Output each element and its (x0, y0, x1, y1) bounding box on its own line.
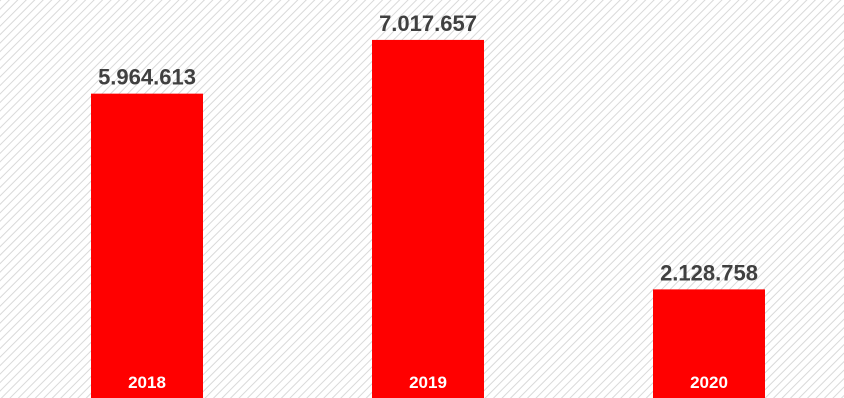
category-label-2020: 2020 (690, 373, 728, 392)
bar-2020 (653, 289, 765, 398)
value-label-2020: 2.128.758 (660, 260, 758, 285)
category-label-2019: 2019 (409, 373, 447, 392)
value-label-2019: 7.017.657 (379, 11, 477, 36)
bar-2019 (372, 39, 484, 398)
bars-group: 5.964.613 2018 7.017.657 2019 2.128.758 2020 (91, 11, 765, 398)
value-label-2018: 5.964.613 (98, 65, 196, 90)
bar-2018 (91, 93, 203, 398)
category-label-2018: 2018 (128, 373, 166, 392)
